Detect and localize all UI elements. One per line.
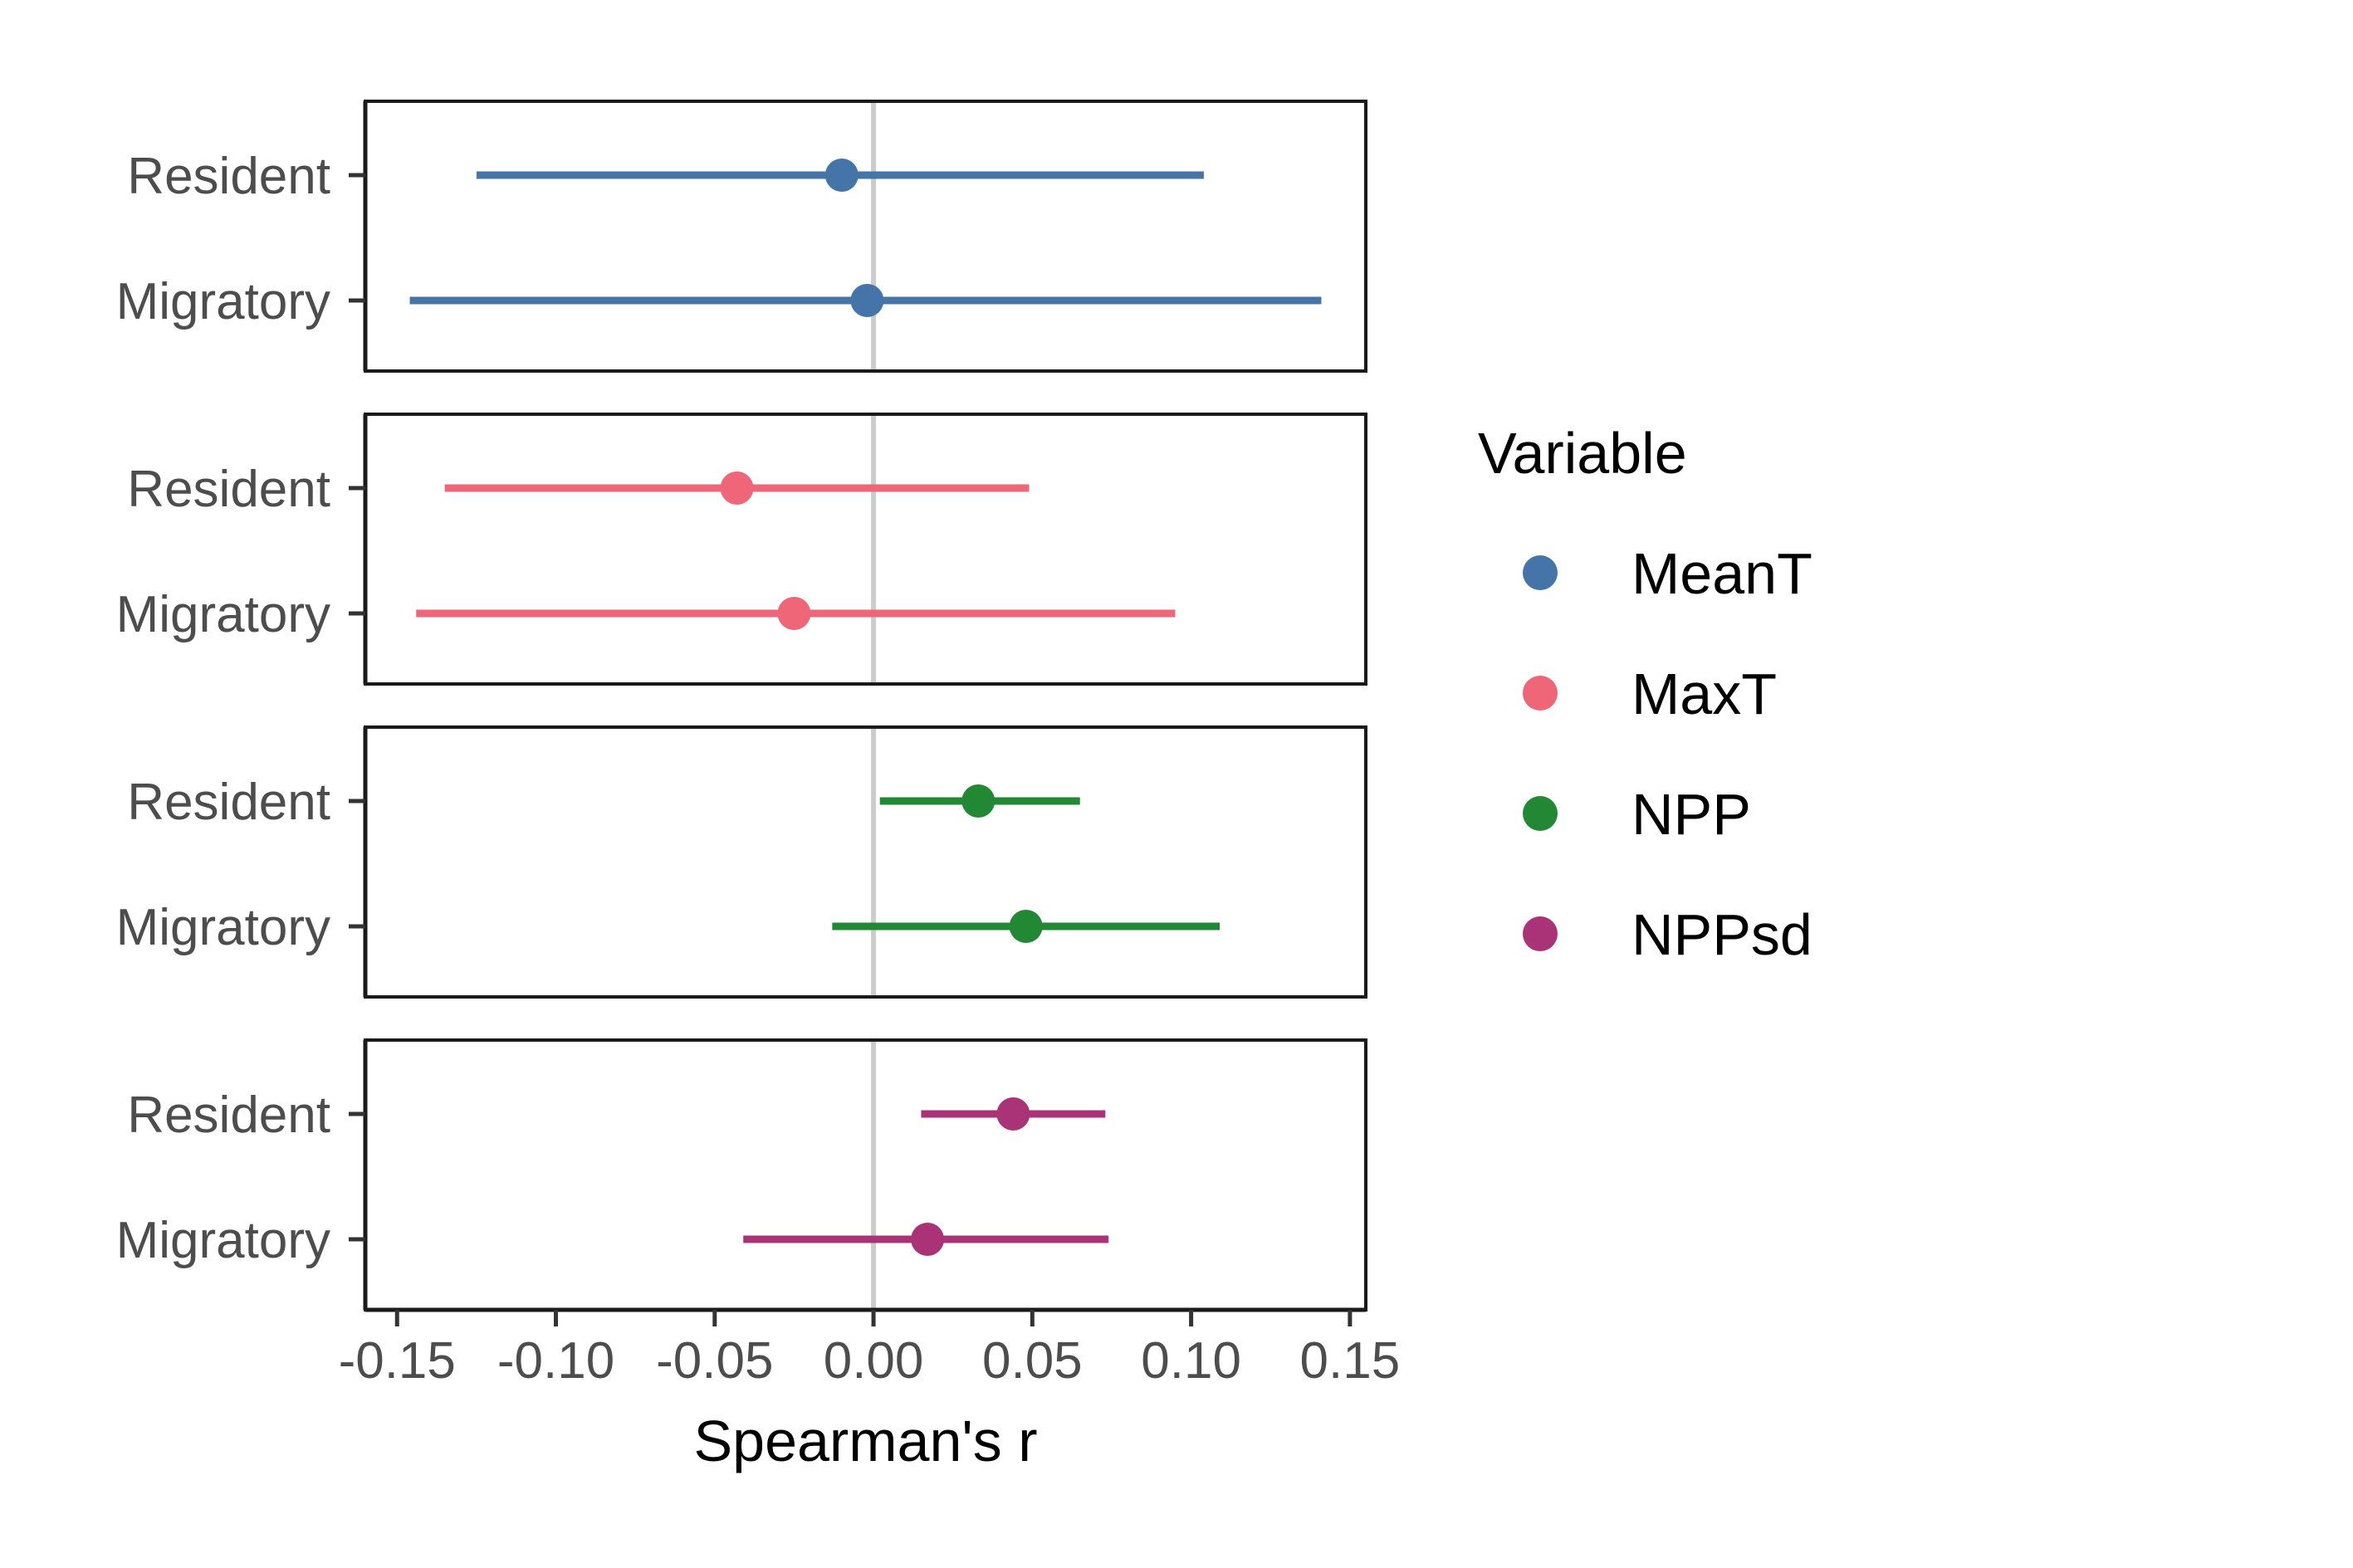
point-nppsd-migratory (911, 1223, 945, 1256)
legend-label-npp: NPP (1631, 782, 1751, 847)
facet-panels: ResidentMigratoryResidentMigratoryReside… (116, 100, 1367, 1312)
y-tick-label-migratory: Migratory (116, 586, 330, 643)
legend-label-nppsd: NPPsd (1631, 902, 1812, 967)
legend-label-meant: MeanT (1631, 541, 1812, 606)
facet-panel-maxt: Resident Migratory (116, 413, 1367, 686)
panel-border (364, 725, 1367, 999)
point-maxt-resident (720, 471, 754, 505)
x-tick-label: 0.10 (1141, 1332, 1241, 1390)
facet-panel-npp: Resident Migratory (116, 725, 1367, 999)
legend: Variable MeanT MaxT NPP NPPsd (1478, 421, 1812, 967)
legend-key-nppsd (1523, 916, 1558, 951)
x-axis-title: Spearman's r (693, 1409, 1037, 1473)
point-maxt-migratory (777, 597, 811, 630)
point-npp-resident (961, 784, 996, 818)
y-tick-label-migratory: Migratory (116, 1212, 330, 1269)
y-tick-label-resident: Resident (127, 774, 330, 831)
point-nppsd-resident (996, 1097, 1030, 1131)
y-tick-label-resident: Resident (127, 1087, 330, 1144)
legend-key-maxt (1523, 676, 1558, 711)
x-tick-label: -0.10 (497, 1332, 614, 1390)
x-tick-label: -0.15 (339, 1332, 456, 1390)
x-tick-label: 0.00 (824, 1332, 924, 1390)
legend-key-meant (1523, 555, 1558, 590)
legend-key-npp (1523, 796, 1558, 831)
x-tick-label: -0.05 (656, 1332, 773, 1390)
legend-title: Variable (1478, 421, 1687, 486)
panel-border (364, 1038, 1367, 1312)
point-meant-migratory (850, 284, 884, 317)
x-tick-label: 0.15 (1300, 1332, 1401, 1390)
facet-panel-meant: Resident Migratory (116, 100, 1367, 373)
point-meant-resident (824, 159, 859, 192)
x-axis: -0.15 -0.10 -0.05 0.00 0.05 0.10 0.15 (339, 1307, 1401, 1390)
legend-label-maxt: MaxT (1631, 662, 1777, 726)
panel-border (364, 100, 1367, 373)
panel-border (364, 413, 1367, 686)
facet-panel-nppsd: Resident Migratory (116, 1038, 1367, 1312)
point-npp-migratory (1009, 910, 1043, 943)
x-tick-label: 0.05 (982, 1332, 1083, 1390)
y-tick-label-resident: Resident (127, 461, 330, 518)
y-tick-label-resident: Resident (127, 148, 330, 205)
y-tick-label-migratory: Migratory (116, 273, 330, 330)
y-tick-label-migratory: Migratory (116, 899, 330, 956)
